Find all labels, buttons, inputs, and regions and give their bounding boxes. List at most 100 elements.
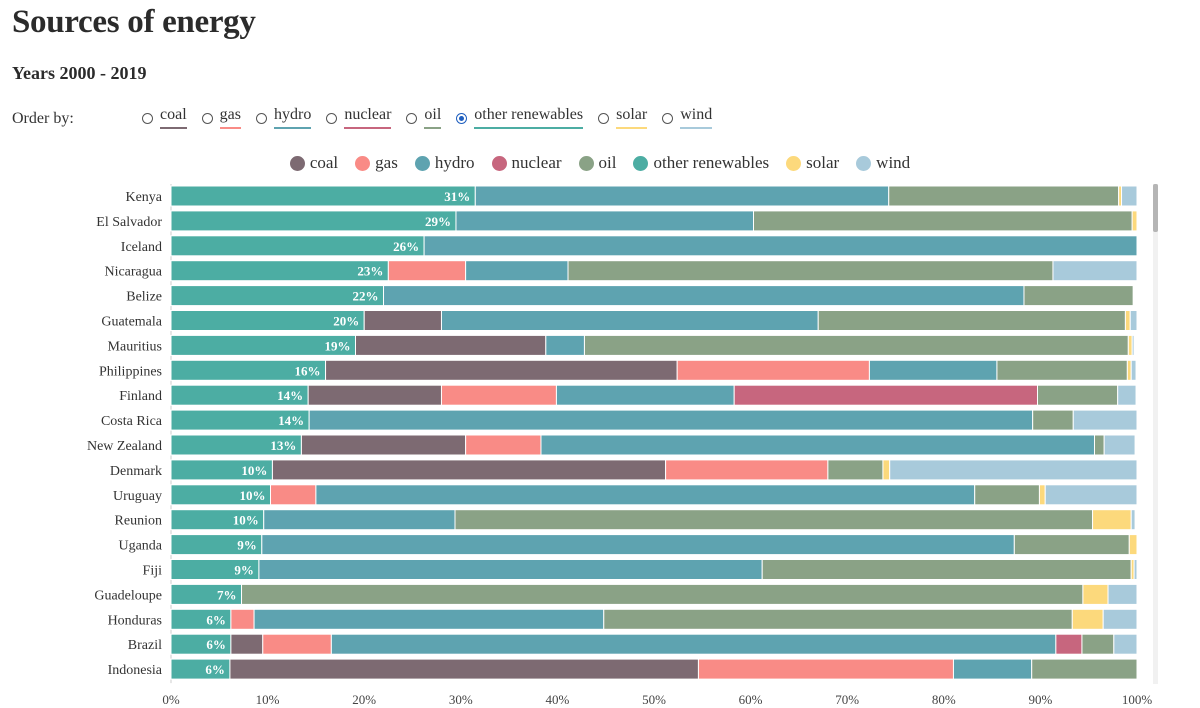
order-by-option-label[interactable]: wind [680,106,713,129]
bar-segment-hydro [308,409,1034,431]
bar-segment-hydro [253,608,605,630]
bar-segment-oil [888,185,1120,207]
order-by-radio-group: coal gas hydro nuclear oil other renewables so… [142,106,713,132]
bar-segment-wind [1121,185,1138,207]
order-by-option-label[interactable]: gas [219,106,241,129]
data-label: 31% [444,189,470,204]
order-by-option-solar[interactable]: solar [598,106,648,129]
data-label: 22% [353,289,379,304]
bar-segment-nuclear [1055,633,1083,655]
bar-segment-solar [1131,210,1138,232]
bar-segment-wind [1103,434,1136,456]
radio-button[interactable] [326,113,338,124]
radio-button[interactable] [255,113,267,124]
bar-segment-coal [300,434,467,456]
legend-label: oil [598,153,617,172]
bar-segment-oil [1081,633,1115,655]
order-by-option-coal[interactable]: coal [142,106,187,129]
data-label: 23% [357,264,383,279]
legend-label: nuclear [511,153,562,172]
data-label: 29% [425,214,451,229]
bar-segment-solar [882,459,891,481]
bar-segment-oil [996,359,1128,381]
data-label: 6% [205,662,225,677]
page-title: Sources of energy [12,4,256,40]
bar-segment-coal [325,359,678,381]
x-tick-label: 40% [545,692,569,707]
y-tick-label: Costa Rica [101,414,163,429]
legend-swatch [856,155,872,171]
bar-segment-gas [440,384,557,406]
bar-segment-oil [974,484,1040,506]
radio-button[interactable] [662,113,674,124]
bar-segment-oil [583,334,1129,356]
bar-segment-oil [1013,534,1130,556]
legend-label: other renewables [653,153,770,172]
radio-button[interactable] [142,113,153,124]
bar-segment-wind [1107,583,1138,605]
legend-item-other-renewables: other renewables [633,152,769,174]
radio-button[interactable] [456,113,468,124]
bar-segment-coal [271,459,667,481]
legend-swatch [289,155,305,171]
bar-segment-hydro [383,285,1025,307]
data-label: 10% [233,513,259,528]
scrollbar-thumb[interactable] [1153,184,1158,232]
bar-segment-other-renewables [170,260,389,282]
bar-segment-gas [665,459,829,481]
bar-segment-oil [1032,409,1074,431]
order-by-option-gas[interactable]: gas [201,106,241,129]
bar-segment-gas [697,658,954,680]
y-tick-label: Fiji [143,564,163,579]
bar-segment-coal [363,310,442,331]
y-tick-label: Reunion [115,514,162,529]
scrollbar-track[interactable] [1153,184,1158,684]
order-by-option-hydro[interactable]: hydro [255,106,312,129]
data-label: 6% [206,637,226,652]
y-tick-label: Iceland [121,240,162,255]
legend-item-wind: wind [856,152,910,174]
y-tick-label: Guadeloupe [94,588,162,603]
order-by-option-oil[interactable]: oil [406,106,442,129]
y-tick-label: Nicaragua [104,265,162,280]
order-by-option-nuclear[interactable]: nuclear [326,106,392,129]
stacked-bar-chart: Kenya 31% El Salvador 29% Iceland 26% Nicaragu… [87,184,1158,707]
bar-segment-solar [1092,509,1132,531]
bar-segment-gas [387,260,467,282]
data-label: 9% [237,538,257,553]
y-tick-label: Finland [119,389,162,404]
legend-label: hydro [434,153,475,172]
y-tick-label: Uruguay [113,489,162,504]
bar-segment-hydro [261,534,1015,556]
x-tick-label: 80% [932,692,956,707]
order-by-option-wind[interactable]: wind [662,106,713,129]
bar-segment-wind [1117,384,1137,406]
order-by-option-other-renewables[interactable]: other renewables [456,106,584,129]
bar-segment-coal [307,384,442,406]
radio-button[interactable] [598,113,610,124]
data-label: 6% [206,612,226,627]
bar-segment-gas [230,608,255,630]
radio-button[interactable] [406,113,418,124]
bar-segment-solar [1038,484,1046,506]
data-label: 14% [277,388,303,403]
order-by-option-label[interactable]: nuclear [344,106,392,129]
y-tick-label: New Zealand [87,439,162,454]
bar-segment-wind [1133,559,1138,580]
order-by-option-label[interactable]: other renewables [474,106,584,129]
bar-segment-gas [465,434,542,456]
x-tick-label: 20% [352,692,376,707]
order-by-option-label[interactable]: coal [160,106,187,129]
bar-segment-wind [889,459,1138,481]
bar-segment-solar [1124,310,1131,331]
order-by-option-label[interactable]: oil [424,106,442,129]
y-tick-label: Honduras [108,613,162,628]
data-label: 16% [295,363,321,378]
order-by-option-label[interactable]: solar [616,106,648,129]
bar-segment-oil [1093,434,1105,456]
bar-segment-oil [454,509,1094,531]
bar-segment-hydro [545,334,585,356]
bar-segment-oil [241,583,1084,605]
order-by-option-label[interactable]: hydro [273,106,312,129]
radio-button[interactable] [201,113,213,124]
